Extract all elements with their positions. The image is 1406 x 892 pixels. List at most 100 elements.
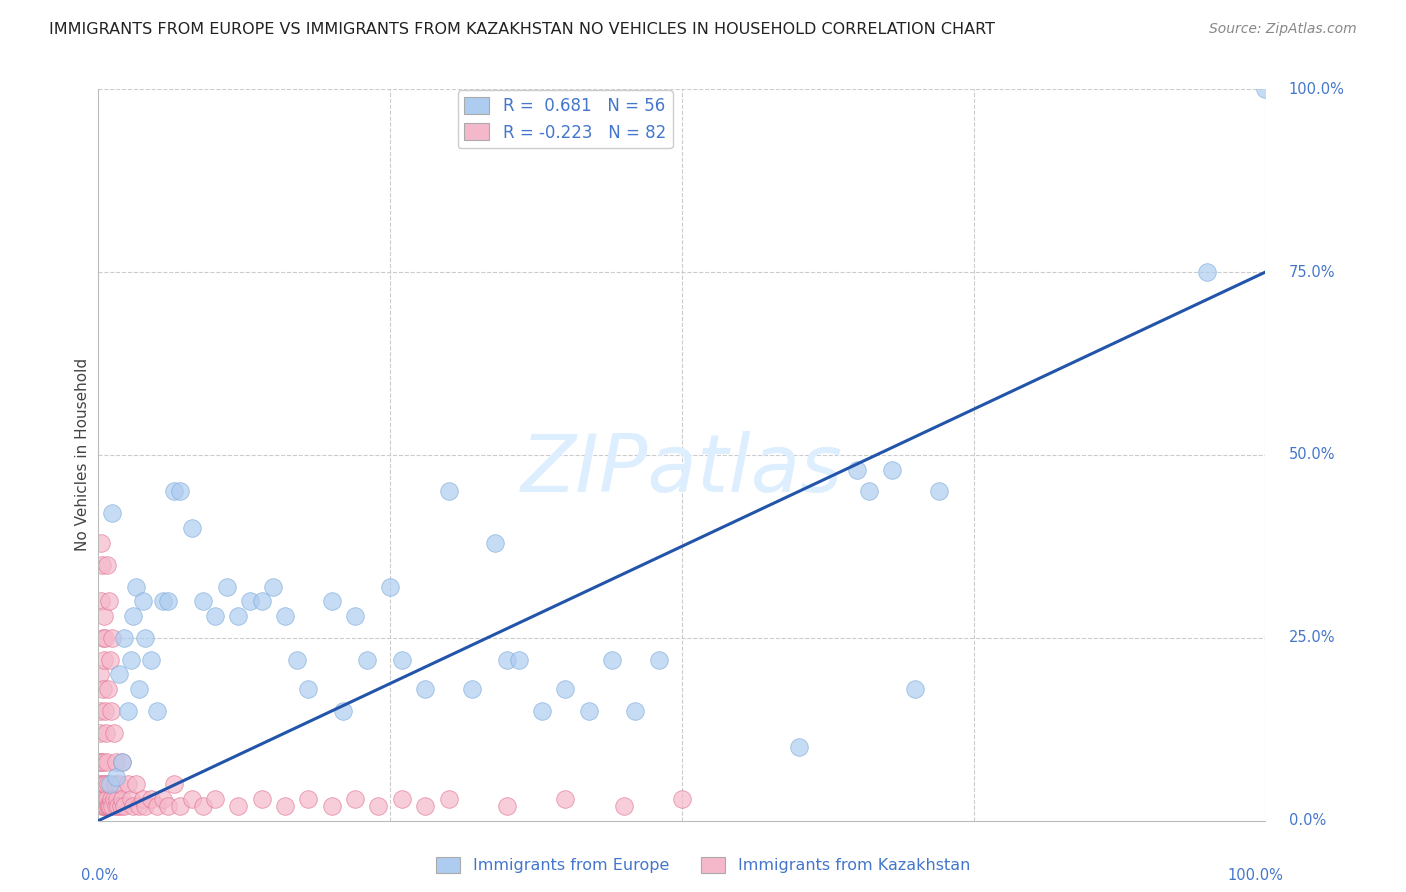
Point [90,594,112,608]
Point [612,799,634,814]
Point [846,462,869,476]
Point [97,777,120,791]
Point [1254,82,1277,96]
Point [97,594,120,608]
Point [101,631,124,645]
Point [117,777,139,791]
Point [98,653,121,667]
Point [367,799,389,814]
Point [90,535,112,549]
Point [787,740,810,755]
Point [134,799,156,814]
Point [93,777,115,791]
Text: 100.0%: 100.0% [1227,868,1282,883]
Point [321,594,343,608]
Point [163,777,186,791]
Point [93,791,115,805]
Point [91,681,114,696]
Point [94,799,117,814]
Point [169,484,191,499]
Point [122,799,145,814]
Point [928,484,950,499]
Point [344,608,367,623]
Point [262,580,284,594]
Point [157,799,180,814]
Point [437,484,460,499]
Point [193,799,215,814]
Point [111,755,134,769]
Point [461,681,484,696]
Text: 100.0%: 100.0% [1289,82,1344,96]
Point [125,777,148,791]
Point [496,653,519,667]
Point [87,777,110,791]
Legend: R =  0.681   N = 56, R = -0.223   N = 82: R = 0.681 N = 56, R = -0.223 N = 82 [458,90,672,148]
Text: 50.0%: 50.0% [1289,448,1336,462]
Text: Source: ZipAtlas.com: Source: ZipAtlas.com [1209,22,1357,37]
Point [228,799,250,814]
Point [904,681,927,696]
Point [96,755,118,769]
Y-axis label: No Vehicles in Household: No Vehicles in Household [75,359,90,551]
Legend: Immigrants from Europe, Immigrants from Kazakhstan: Immigrants from Europe, Immigrants from … [429,850,977,880]
Point [94,631,117,645]
Point [344,791,367,805]
Point [391,791,413,805]
Point [101,799,124,814]
Point [89,726,111,740]
Point [297,791,319,805]
Point [391,653,413,667]
Point [132,594,155,608]
Point [90,558,112,572]
Point [332,704,354,718]
Point [274,608,297,623]
Point [100,791,122,805]
Point [146,799,169,814]
Point [107,799,129,814]
Point [90,791,112,805]
Point [103,726,125,740]
Point [880,462,903,476]
Point [117,704,139,718]
Point [93,608,115,623]
Point [108,777,131,791]
Point [578,704,600,718]
Point [380,580,402,594]
Point [204,608,226,623]
Text: 75.0%: 75.0% [1289,265,1336,279]
Point [128,799,150,814]
Text: 0.0%: 0.0% [1289,814,1326,828]
Point [90,799,112,814]
Point [98,799,121,814]
Point [671,791,693,805]
Point [508,653,530,667]
Point [89,667,111,681]
Point [111,755,134,769]
Point [94,799,117,814]
Text: 25.0%: 25.0% [1289,631,1336,645]
Point [122,608,145,623]
Point [215,580,238,594]
Point [110,799,132,814]
Point [858,484,880,499]
Point [239,594,262,608]
Point [91,755,114,769]
Point [134,631,156,645]
Point [146,704,169,718]
Point [91,799,114,814]
Point [125,580,148,594]
Point [120,791,142,805]
Point [321,799,343,814]
Point [437,791,460,805]
Point [94,726,117,740]
Point [101,507,124,521]
Point [624,704,647,718]
Point [93,653,115,667]
Point [105,791,128,805]
Point [90,755,112,769]
Point [104,755,127,769]
Point [89,704,111,718]
Point [413,681,436,696]
Point [89,755,111,769]
Point [180,791,202,805]
